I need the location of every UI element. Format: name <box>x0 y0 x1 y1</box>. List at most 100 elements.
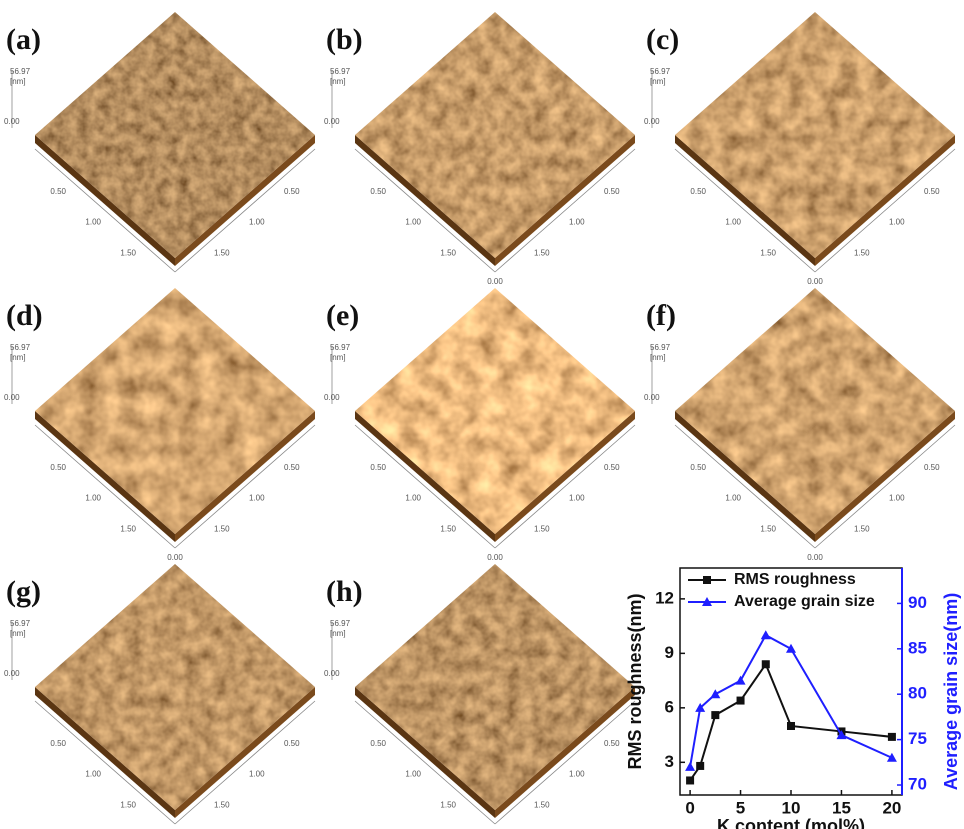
z-unit: [nm] <box>10 353 26 362</box>
afm-origin: 0.00 <box>487 277 503 286</box>
marker <box>888 733 896 741</box>
afm-tick-label: 0.50 <box>924 187 940 196</box>
z-min: 0.00 <box>644 393 660 402</box>
z-max: 56.97 <box>650 67 671 76</box>
z-unit: [nm] <box>330 629 346 638</box>
afm-surface <box>35 564 315 810</box>
x-tick-label: 10 <box>782 798 801 817</box>
marker <box>762 660 770 668</box>
afm-tick-label: 0.50 <box>604 187 620 196</box>
panel-label: (d) <box>6 299 43 332</box>
afm-tick-label: 1.50 <box>440 248 456 257</box>
afm-tick-label: 1.00 <box>405 218 421 227</box>
afm-tick-label: 1.50 <box>854 248 870 257</box>
z-max: 56.97 <box>10 67 31 76</box>
afm-tick-label: 0.50 <box>50 187 66 196</box>
y2-tick-label: 90 <box>908 593 927 612</box>
afm-surface <box>355 564 635 810</box>
marker <box>696 762 704 770</box>
afm-tick-label: 1.50 <box>760 524 776 533</box>
afm-tick-label: 1.50 <box>214 800 230 809</box>
marker <box>686 776 694 784</box>
x-tick-label: 5 <box>736 798 745 817</box>
x-axis-label: K content (mol%) <box>717 816 865 829</box>
panel-label: (g) <box>6 575 41 608</box>
y-tick-label: 3 <box>665 752 674 771</box>
z-min: 0.00 <box>4 117 20 126</box>
y2-tick-label: 70 <box>908 774 927 793</box>
panel-label: (a) <box>6 23 41 56</box>
afm-tick-label: 0.50 <box>370 463 386 472</box>
y-tick-label: 12 <box>655 588 674 607</box>
afm-tick-label: 1.00 <box>249 770 265 779</box>
afm-origin: 0.00 <box>167 553 183 562</box>
afm-tick-label: 0.50 <box>690 463 706 472</box>
afm-origin: 0.00 <box>807 277 823 286</box>
z-min: 0.00 <box>324 669 340 678</box>
z-max: 56.97 <box>330 619 351 628</box>
afm-tick-label: 1.00 <box>85 218 101 227</box>
afm-tick-label: 1.00 <box>85 770 101 779</box>
afm-surface <box>355 12 635 258</box>
afm-tick-label: 0.50 <box>50 739 66 748</box>
z-max: 56.97 <box>330 67 351 76</box>
legend-label: Average grain size <box>734 593 875 610</box>
y2-axis-label: Average grain size(nm) <box>941 593 961 790</box>
afm-tick-label: 1.50 <box>214 524 230 533</box>
afm-tick-label: 0.50 <box>370 187 386 196</box>
afm-tick-label: 1.00 <box>569 770 585 779</box>
z-min: 0.00 <box>4 393 20 402</box>
afm-tick-label: 1.50 <box>120 248 136 257</box>
z-min: 0.00 <box>4 669 20 678</box>
afm-tick-label: 1.50 <box>120 524 136 533</box>
y2-tick-label: 85 <box>908 638 927 657</box>
z-unit: [nm] <box>10 629 26 638</box>
y-tick-label: 6 <box>665 697 674 716</box>
afm-surface <box>35 288 315 534</box>
panel-label: (f) <box>646 299 676 332</box>
x-tick-label: 20 <box>882 798 901 817</box>
z-unit: [nm] <box>330 353 346 362</box>
afm-tick-label: 1.50 <box>534 800 550 809</box>
marker <box>703 576 711 584</box>
afm-tick-label: 1.00 <box>569 494 585 503</box>
afm-surface <box>675 12 955 258</box>
afm-origin: 0.00 <box>807 553 823 562</box>
afm-tick-label: 0.50 <box>604 463 620 472</box>
z-unit: [nm] <box>650 77 666 86</box>
marker <box>711 711 719 719</box>
afm-panel: (a)56.97[nm]0.000.501.001.501.501.000.50 <box>4 12 315 272</box>
afm-tick-label: 1.50 <box>440 524 456 533</box>
afm-tick-label: 1.00 <box>249 494 265 503</box>
afm-tick-label: 1.50 <box>854 524 870 533</box>
afm-surface <box>355 288 635 534</box>
afm-tick-label: 0.50 <box>690 187 706 196</box>
z-unit: [nm] <box>330 77 346 86</box>
afm-tick-label: 0.50 <box>284 463 300 472</box>
z-max: 56.97 <box>650 343 671 352</box>
afm-tick-label: 0.50 <box>604 739 620 748</box>
afm-surface <box>35 12 315 258</box>
x-tick-label: 0 <box>685 798 694 817</box>
panel-label: (h) <box>326 575 363 608</box>
afm-tick-label: 1.50 <box>534 524 550 533</box>
marker <box>787 722 795 730</box>
z-min: 0.00 <box>644 117 660 126</box>
z-min: 0.00 <box>324 117 340 126</box>
z-max: 56.97 <box>10 619 31 628</box>
afm-tick-label: 0.50 <box>284 739 300 748</box>
afm-tick-label: 1.00 <box>725 218 741 227</box>
afm-tick-label: 0.50 <box>370 739 386 748</box>
z-max: 56.97 <box>10 343 31 352</box>
afm-tick-label: 1.00 <box>889 218 905 227</box>
afm-tick-label: 0.50 <box>284 187 300 196</box>
z-unit: [nm] <box>10 77 26 86</box>
y-axis-label: RMS roughness(nm) <box>625 593 645 769</box>
panel-label: (c) <box>646 23 679 56</box>
afm-origin: 0.00 <box>487 553 503 562</box>
z-unit: [nm] <box>650 353 666 362</box>
